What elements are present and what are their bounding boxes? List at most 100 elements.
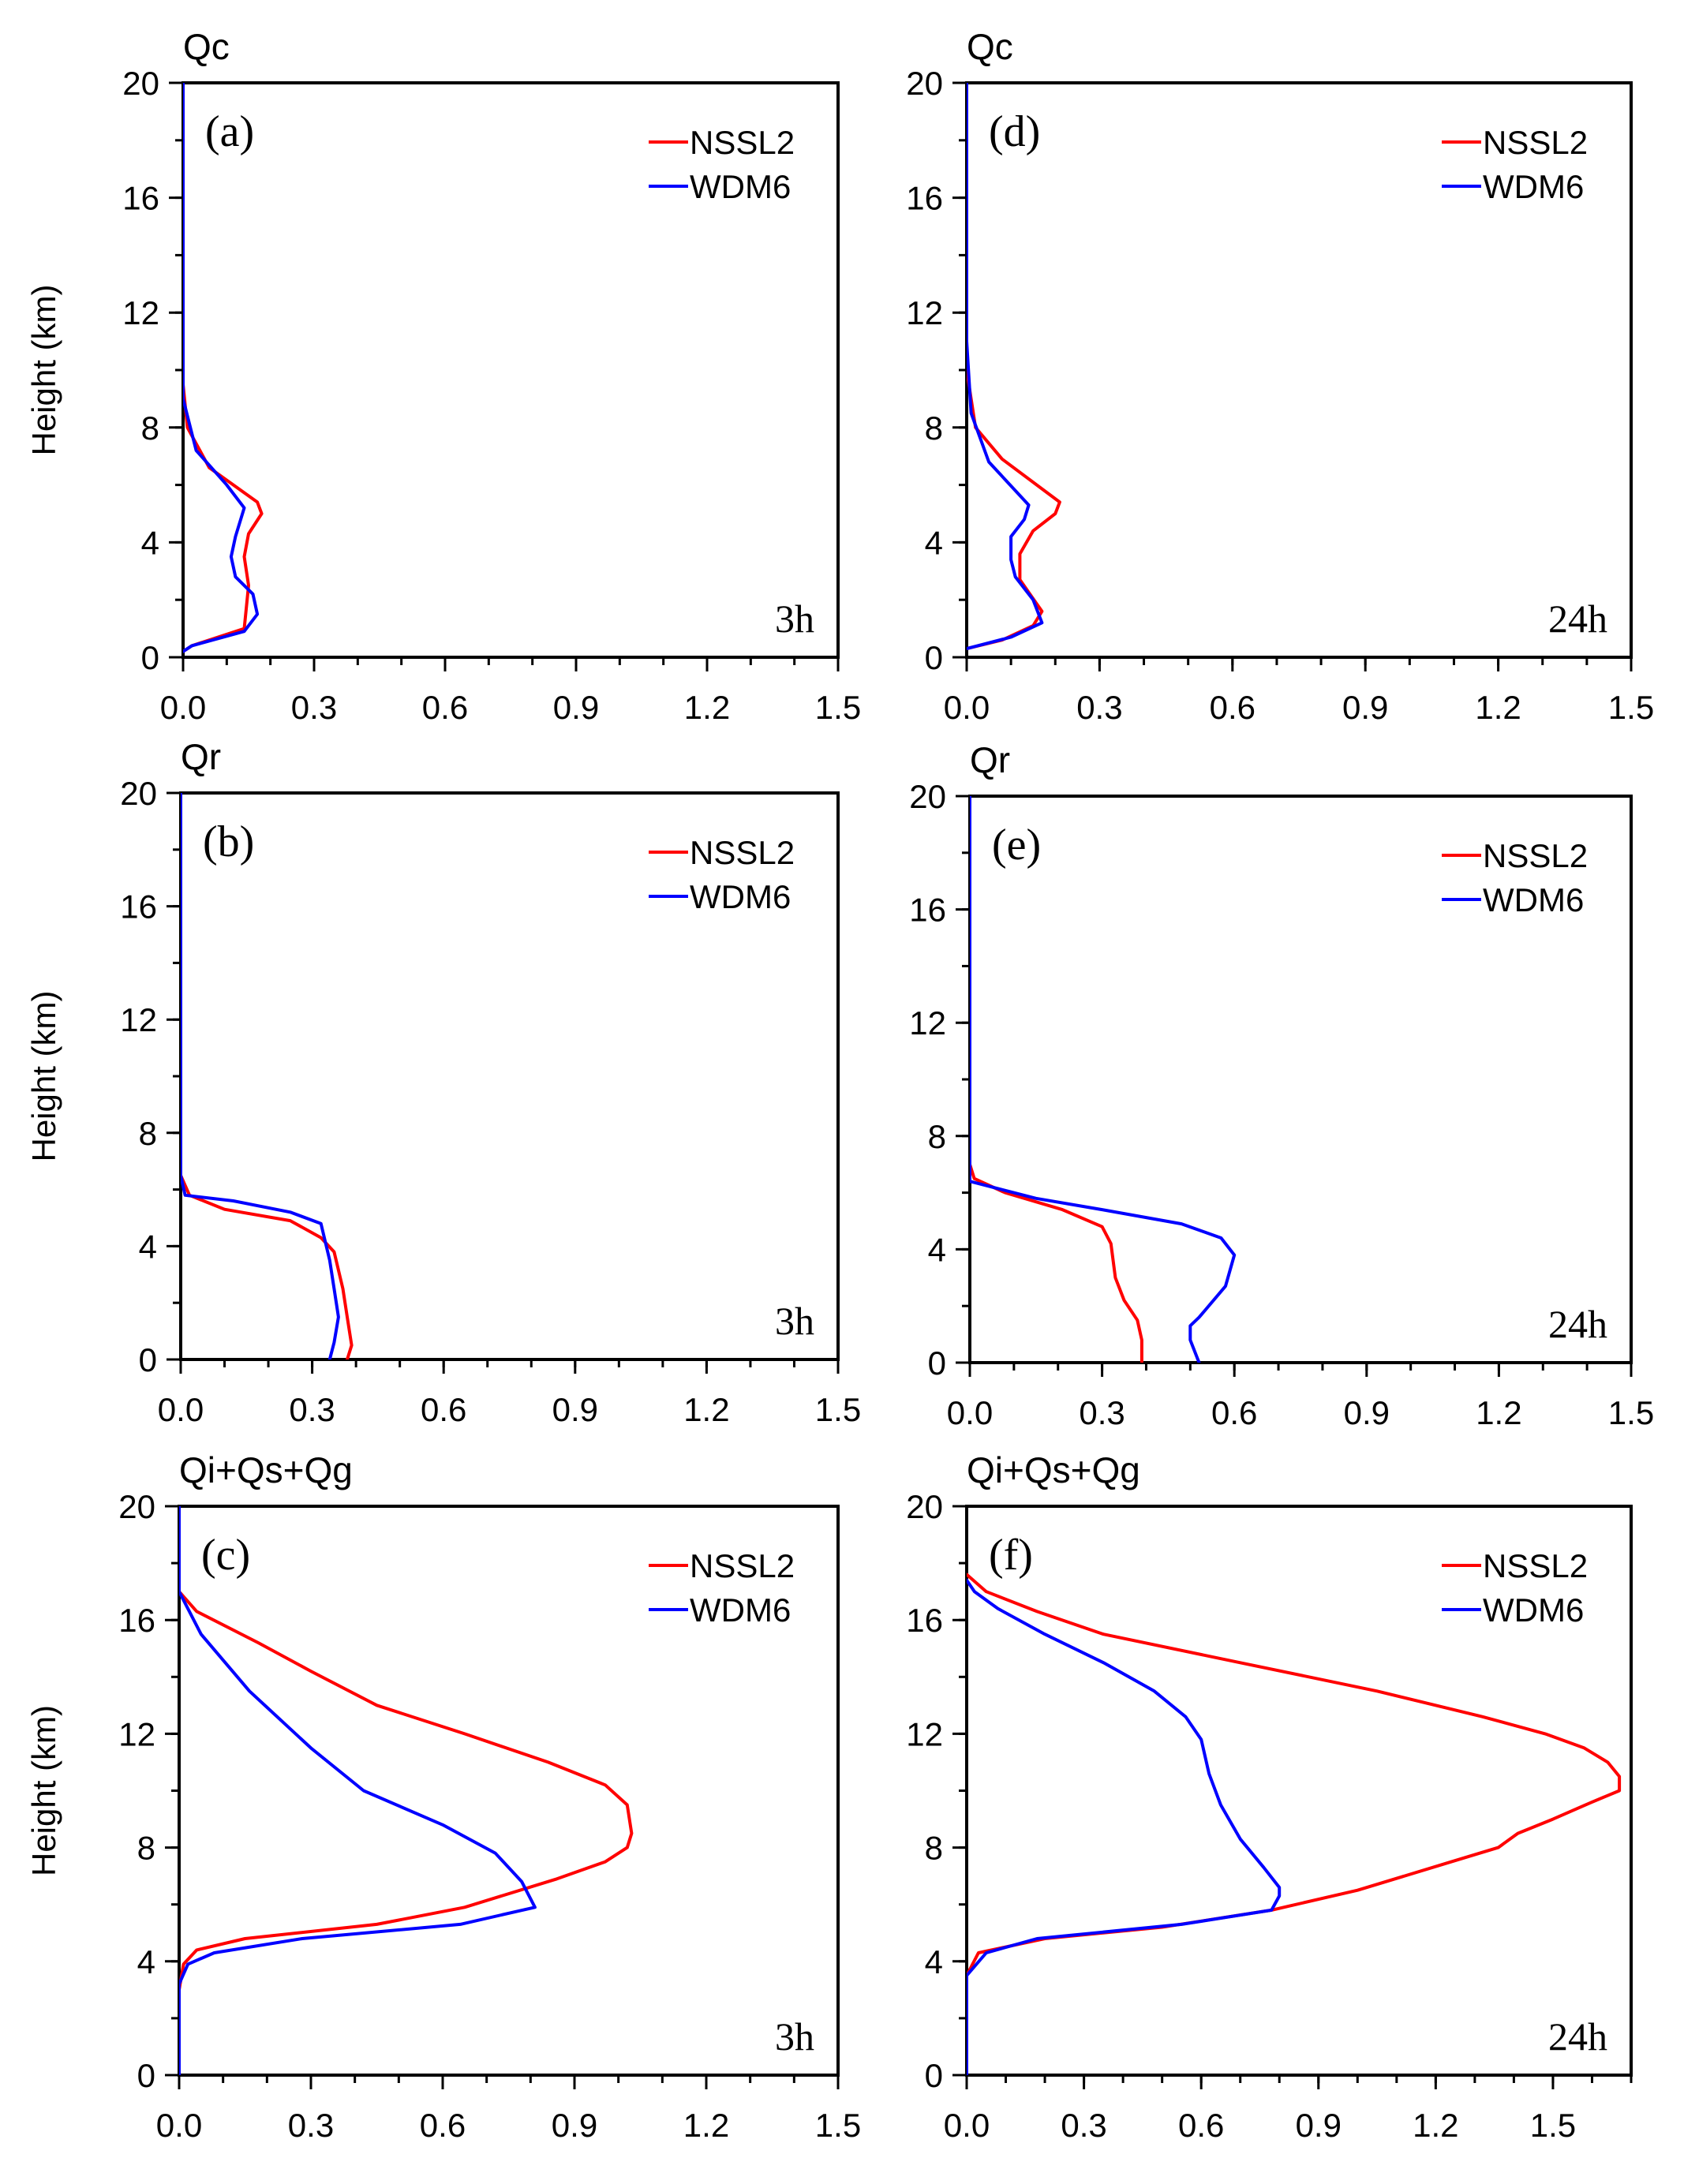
x-tick-label: 0.6 (1211, 1394, 1257, 1431)
y-tick-label: 0 (139, 1341, 157, 1378)
legend-label: NSSL2 (1483, 124, 1588, 161)
y-tick-label: 20 (118, 1488, 155, 1525)
y-axis-label: Height (km) (25, 284, 62, 455)
x-tick-label: 1.2 (684, 689, 730, 726)
y-tick-label: 20 (909, 778, 946, 815)
series-line-nssl2 (967, 1573, 1622, 2075)
x-tick-label: 0.6 (422, 689, 468, 726)
series-line-wdm6 (967, 1578, 1282, 2075)
series-line-wdm6 (181, 793, 340, 1359)
x-tick-label: 1.2 (1476, 1394, 1521, 1431)
chart-title: Qi+Qs+Qg (179, 1449, 353, 1490)
y-axis-label: Height (km) (25, 990, 62, 1161)
chart-title: Qr (181, 736, 221, 777)
y-tick-label: 0 (141, 639, 159, 676)
legend-label: WDM6 (1483, 881, 1584, 918)
y-tick-label: 4 (925, 524, 943, 561)
series-line-wdm6 (179, 1506, 537, 2075)
y-axis-label: Height (km) (25, 1705, 62, 1876)
y-tick-label: 0 (925, 2057, 943, 2094)
y-tick-label: 8 (139, 1115, 157, 1152)
x-tick-label: 0.0 (944, 689, 990, 726)
chart-panel: 0.0 0.3 0.6 0.9 1.2 1.5 0 4 8 12 16 20 Qi+Qs+Qg NSSL2… (906, 1449, 1633, 2144)
series-line-nssl2 (183, 83, 264, 653)
time-label: 24h (1548, 596, 1607, 641)
x-tick-label: 0.9 (1344, 1394, 1390, 1431)
y-tick-label: 0 (928, 1344, 946, 1382)
x-tick-label: 1.2 (1413, 2107, 1458, 2144)
x-tick-label: 0.0 (944, 2107, 990, 2144)
time-label: 24h (1548, 1302, 1607, 1346)
legend-label: NSSL2 (690, 1547, 795, 1584)
time-label: 24h (1548, 2014, 1607, 2059)
y-tick-label: 16 (909, 892, 946, 929)
y-tick-label: 8 (928, 1118, 946, 1155)
chart-panel: 0.0 0.3 0.6 0.9 1.2 1.5 0 4 8 12 16 20 Qc Height (km)… (25, 26, 861, 726)
y-tick-label: 8 (137, 1830, 155, 1867)
series-group (967, 1573, 1622, 2075)
x-tick-label: 0.0 (156, 2107, 202, 2144)
chart-title: Qi+Qs+Qg (967, 1449, 1140, 1490)
y-tick-label: 16 (118, 1602, 155, 1639)
x-tick-label: 0.6 (1210, 689, 1256, 726)
x-tick-label: 0.9 (1342, 689, 1388, 726)
chart-title: Qc (183, 26, 230, 67)
y-tick-label: 0 (925, 639, 943, 676)
legend-label: WDM6 (690, 168, 791, 205)
chart-title: Qc (967, 26, 1013, 67)
y-tick-label: 8 (925, 410, 943, 447)
x-tick-label: 0.0 (158, 1391, 204, 1428)
chart-panel: 0.0 0.3 0.6 0.9 1.2 1.5 0 4 8 12 16 20 Qc NSSL2 WDM6 (d… (906, 26, 1654, 726)
y-tick-label: 4 (137, 1943, 155, 1980)
x-tick-label: 1.2 (683, 1391, 729, 1428)
chart-panel: 0.0 0.3 0.6 0.9 1.2 1.5 0 4 8 12 16 20 Qr NSSL2 WDM6 (e… (909, 739, 1654, 1431)
x-tick-label: 0.9 (1296, 2107, 1342, 2144)
legend-label: WDM6 (690, 878, 791, 915)
time-label: 3h (775, 596, 814, 641)
legend-label: NSSL2 (1483, 1547, 1588, 1584)
y-tick-label: 20 (906, 1488, 943, 1525)
chart-panel: 0.0 0.3 0.6 0.9 1.2 1.5 0 4 8 12 16 20 Qi+Qs+Qg Heigh… (25, 1449, 861, 2144)
chart-title: Qr (970, 739, 1010, 780)
x-tick-label: 0.0 (160, 689, 206, 726)
y-tick-label: 8 (141, 410, 159, 447)
x-tick-label: 0.3 (291, 689, 337, 726)
legend-label: WDM6 (1483, 168, 1584, 205)
x-tick-label: 0.0 (947, 1394, 993, 1431)
y-tick-label: 12 (122, 294, 159, 331)
x-tick-label: 0.6 (420, 2107, 466, 2144)
y-tick-label: 12 (120, 1001, 157, 1038)
legend-label: NSSL2 (690, 834, 795, 871)
y-tick-label: 0 (137, 2057, 155, 2094)
series-line-wdm6 (970, 796, 1237, 1363)
y-tick-label: 20 (122, 65, 159, 102)
panel-label: (e) (992, 821, 1041, 869)
x-tick-label: 0.3 (1079, 1394, 1125, 1431)
y-tick-label: 16 (906, 180, 943, 217)
x-tick-label: 0.9 (552, 2107, 597, 2144)
y-tick-label: 16 (906, 1602, 943, 1639)
series-line-nssl2 (970, 796, 1143, 1363)
x-tick-label: 0.9 (553, 689, 599, 726)
x-tick-label: 1.5 (815, 2107, 861, 2144)
y-tick-label: 8 (925, 1830, 943, 1867)
x-tick-label: 0.3 (288, 2107, 334, 2144)
x-tick-label: 1.5 (1608, 689, 1654, 726)
legend-label: WDM6 (690, 1591, 791, 1629)
y-tick-label: 16 (120, 888, 157, 926)
series-group (183, 83, 264, 653)
y-tick-label: 4 (928, 1231, 946, 1268)
x-tick-label: 0.9 (552, 1391, 598, 1428)
panel-label: (a) (205, 107, 254, 156)
x-tick-label: 0.6 (421, 1391, 466, 1428)
x-tick-label: 1.5 (1530, 2107, 1576, 2144)
series-group (970, 796, 1237, 1363)
y-tick-label: 12 (906, 294, 943, 331)
legend-label: NSSL2 (1483, 837, 1588, 874)
time-label: 3h (775, 1299, 814, 1343)
panel-label: (b) (203, 817, 254, 866)
panel-label: (c) (201, 1531, 250, 1580)
legend-label: WDM6 (1483, 1591, 1584, 1629)
x-tick-label: 1.2 (683, 2107, 729, 2144)
